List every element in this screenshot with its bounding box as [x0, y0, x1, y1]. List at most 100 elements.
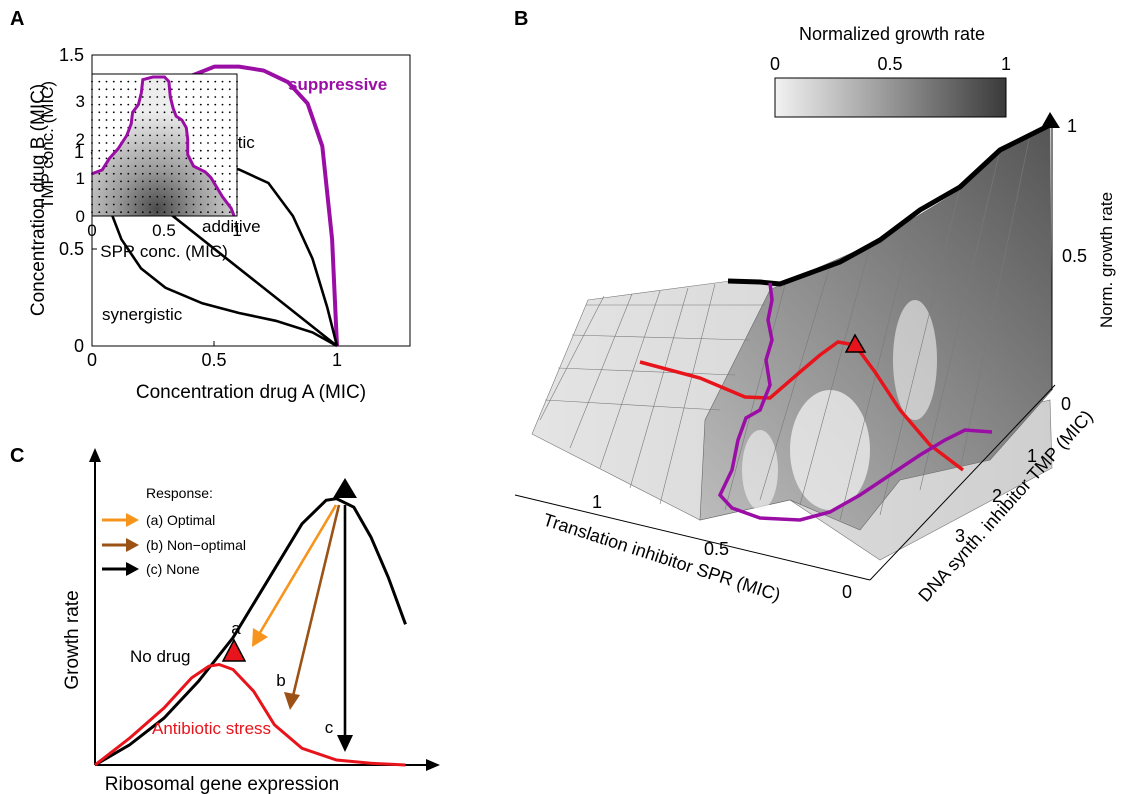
inset-grid-dot	[199, 211, 202, 214]
inset-grid-dot	[120, 88, 122, 91]
inset-grid-dot	[228, 211, 231, 214]
b-inset-contour	[91, 75, 236, 217]
inset-grid-dot	[141, 96, 144, 98]
inset-grid-dot	[98, 119, 101, 121]
b-surface	[531, 124, 1053, 561]
inset-grid-dot	[214, 211, 217, 214]
b-max-marker	[1041, 112, 1060, 128]
inset-grid-dot	[127, 142, 130, 144]
inset-grid-dot	[163, 142, 166, 144]
c-legend-label-nonoptimal: (b) Non−optimal	[146, 537, 246, 553]
inset-grid-dot	[105, 111, 108, 114]
inset-grid-dot	[192, 111, 195, 114]
inset-grid-dot	[105, 203, 108, 206]
inset-grid-dot	[149, 172, 151, 175]
inset-grid-dot	[192, 103, 195, 106]
inset-grid-dot	[178, 195, 180, 198]
c-stress-marker	[221, 638, 247, 662]
inset-grid-dot	[149, 80, 151, 83]
inset-grid-dot	[105, 80, 108, 83]
inset-grid-dot	[199, 203, 202, 206]
inset-grid-dot	[98, 195, 101, 198]
inset-grid-dot	[185, 211, 188, 214]
inset-grid-dot	[120, 157, 122, 160]
inset-grid-dot	[221, 88, 224, 91]
inset-grid-dot	[221, 172, 224, 175]
inset-grid-dot	[207, 195, 209, 198]
inset-grid-dot	[105, 119, 108, 121]
inset-grid-dot	[192, 142, 195, 144]
inset-grid-dot	[207, 119, 209, 121]
c-legend-label-none: (c) None	[146, 561, 200, 577]
inset-grid-dot	[120, 119, 122, 121]
inset-grid-dot	[170, 195, 173, 198]
b-inset-frame	[91, 73, 238, 217]
c-arrow-a	[256, 504, 338, 637]
inset-grid-dot	[141, 157, 144, 160]
inset-grid-dot	[141, 165, 144, 168]
c-max-marker	[333, 478, 357, 498]
inset-grid-dot	[170, 211, 173, 214]
inset-grid-dot	[214, 80, 217, 83]
inset-grid-dot	[112, 157, 115, 160]
inset-grid-dot	[170, 111, 173, 114]
inset-grid-dot	[192, 119, 195, 121]
inset-grid-dot	[149, 119, 151, 121]
c-annotation-a: a	[231, 619, 241, 638]
inset-grid-dot	[192, 172, 195, 175]
a-ytick-1: 0.5	[59, 239, 84, 259]
inset-grid-dot	[112, 195, 115, 198]
b-x-axis	[514, 494, 871, 581]
inset-grid-dot	[112, 165, 115, 168]
inset-grid-dot	[149, 188, 151, 191]
inset-grid-dot	[112, 119, 115, 121]
inset-grid-dot	[127, 188, 130, 191]
inset-grid-dot	[112, 134, 115, 137]
inset-grid-dot	[149, 126, 151, 129]
inset-grid-dot	[214, 88, 217, 91]
inset-grid-dot	[199, 180, 202, 183]
c-series-no-drug	[94, 497, 407, 767]
inset-grid-dot	[98, 157, 101, 160]
inset-grid-dot	[228, 80, 231, 83]
inset-grid-dot	[141, 142, 144, 144]
inset-grid-dot	[163, 188, 166, 191]
c-legend-item-optimal: (a) Optimal	[102, 512, 215, 528]
inset-grid-dot	[156, 96, 159, 98]
inset-grid-dot	[185, 188, 188, 191]
inset-grid-dot	[98, 165, 101, 168]
inset-grid-dot	[199, 96, 202, 98]
c-ylabel: Growth rate	[62, 590, 83, 689]
inset-grid-dot	[141, 134, 144, 137]
inset-grid-dot	[156, 165, 159, 168]
inset-grid-dot	[105, 103, 108, 106]
b-ytick-0: 0	[1061, 394, 1071, 414]
inset-grid-dot	[221, 165, 224, 168]
inset-grid-dot	[127, 80, 130, 83]
b-xtick-1: 0.5	[704, 539, 729, 559]
inset-grid-dot	[120, 126, 122, 129]
b-surface-highlight	[790, 390, 870, 510]
inset-grid-dot	[98, 203, 101, 206]
inset-grid-dot	[120, 96, 122, 98]
b-inset-ytick-2: 2	[76, 130, 85, 149]
inset-grid-dot	[105, 149, 108, 152]
inset-grid-dot	[105, 126, 108, 129]
inset-grid-dot	[170, 134, 173, 137]
inset-grid-dot	[141, 195, 144, 198]
inset-grid-dot	[170, 126, 173, 129]
a-xlabel: Concentration drug A (MIC)	[136, 382, 366, 403]
c-xlabel: Ribosomal gene expression	[105, 774, 339, 794]
inset-grid-dot	[214, 111, 217, 114]
inset-grid-dot	[192, 157, 195, 160]
inset-grid-dot	[214, 96, 217, 98]
inset-grid-dot	[228, 88, 231, 91]
a-label-suppressive: suppressive	[288, 75, 387, 94]
a-ylabel: Concentration drug B (MIC)	[28, 84, 49, 316]
inset-grid-dot	[98, 111, 101, 114]
inset-grid-dot	[178, 149, 180, 152]
inset-grid-dot	[134, 96, 137, 98]
inset-grid-dot	[120, 134, 122, 137]
inset-grid-dot	[228, 119, 231, 121]
inset-grid-dot	[214, 172, 217, 175]
